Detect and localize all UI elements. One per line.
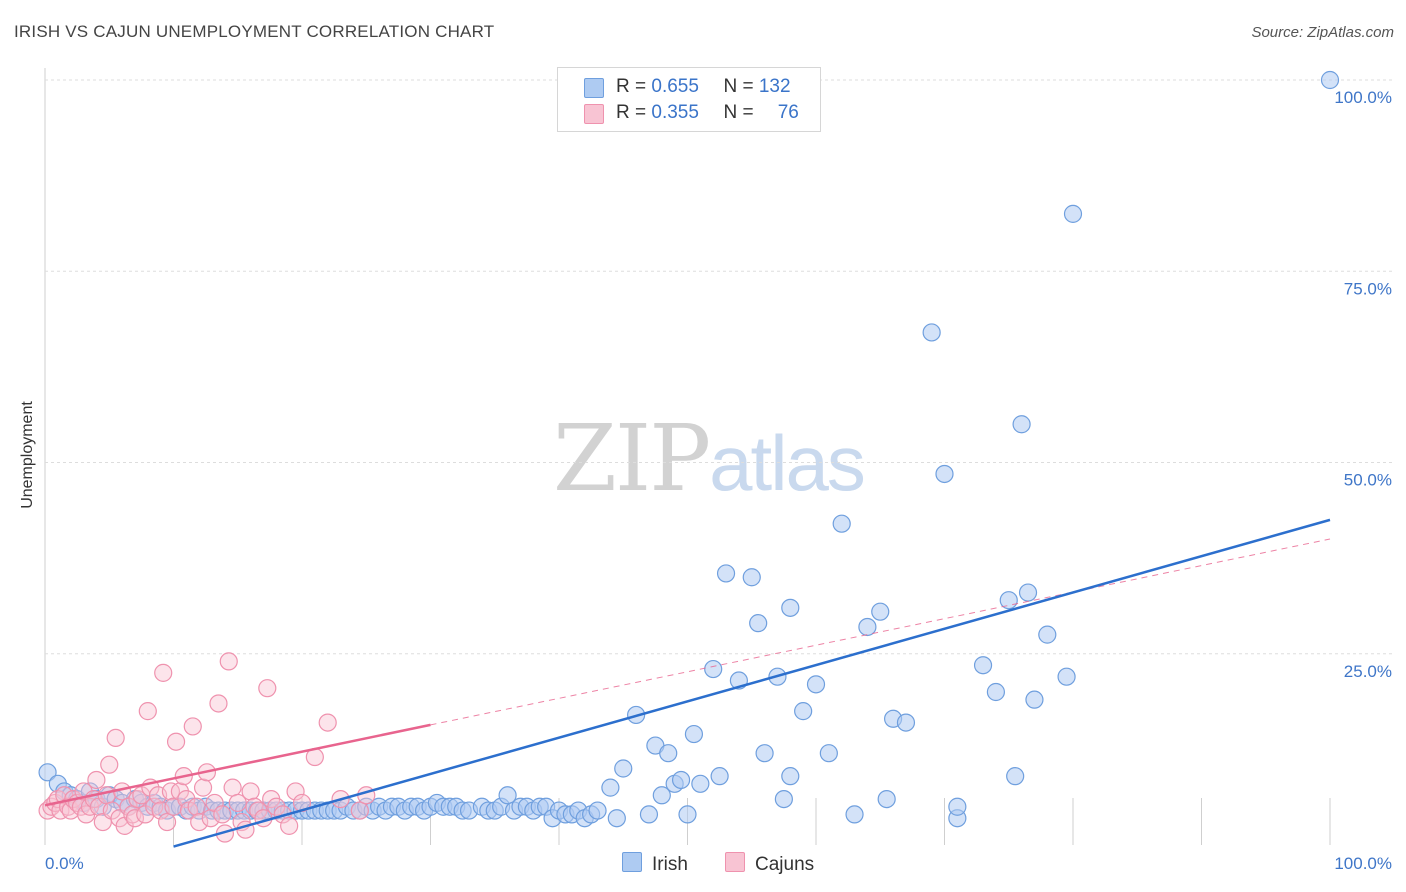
legend-r-irish: 0.655 [651, 76, 699, 97]
irish-point [781, 598, 800, 617]
cajun-point [100, 755, 119, 774]
source-note: Source: ZipAtlas.com [1251, 24, 1394, 41]
cajun-trend-extension [430, 538, 1331, 726]
y-tick-label: 50.0% [1344, 471, 1392, 490]
irish-point [871, 602, 890, 621]
cajun-point [138, 702, 157, 721]
cajun-point [157, 812, 177, 832]
irish-point [1320, 70, 1340, 90]
cajun-point [87, 770, 106, 790]
cajun-point [318, 713, 337, 732]
bottom-legend-label-cajuns: Cajuns [755, 854, 815, 875]
y-tick-label: 75.0% [1344, 279, 1392, 298]
cajun-point [97, 786, 116, 805]
irish-point [691, 774, 710, 793]
cajun-point [187, 797, 206, 816]
irish-point [684, 724, 704, 744]
cajun-point [201, 809, 220, 828]
irish-point [498, 786, 517, 805]
irish-trend-line [173, 518, 1331, 848]
irish-point [742, 568, 761, 587]
irish-point [1025, 690, 1044, 709]
cajun-point [219, 652, 238, 671]
irish-point [794, 702, 813, 721]
bottom-legend-label-irish: Irish [652, 854, 688, 875]
legend-r-cajuns: 0.355 [651, 102, 699, 123]
irish-point [716, 564, 736, 583]
irish-point [948, 797, 967, 816]
irish-point [845, 805, 864, 824]
cajun-trend-line [44, 723, 431, 807]
irish-point [935, 464, 954, 484]
irish-point [601, 778, 620, 797]
cajun-point [106, 728, 125, 748]
irish-point [858, 617, 877, 637]
irish-point [781, 767, 800, 786]
irish-point [614, 759, 633, 778]
irish-point [1038, 625, 1057, 644]
cajun-point [183, 717, 202, 736]
y-tick-label: 100.0% [1334, 88, 1392, 107]
irish-point [607, 809, 626, 828]
irish-point [38, 763, 57, 782]
cajun-point [177, 789, 196, 809]
bottom-legend-irish: Irish [622, 852, 688, 876]
irish-point [671, 770, 691, 790]
irish-point [659, 744, 678, 763]
cajun-point [258, 679, 277, 698]
irish-point [710, 767, 729, 786]
cajun-point [166, 732, 186, 751]
irish-point [832, 514, 851, 533]
cajun-point [213, 805, 232, 824]
cajun-point [154, 663, 173, 682]
correlation-legend: R = 0.655 N = 132 R = 0.355 N = 76 [557, 67, 821, 132]
irish-point [1063, 204, 1083, 223]
cajun-point [190, 812, 209, 832]
cajun-point [280, 816, 299, 835]
cajun-point [223, 778, 242, 797]
irish-point [1057, 667, 1076, 686]
irish-point [1018, 583, 1038, 602]
x-tick-label: 0.0% [45, 854, 84, 873]
chart-title: IRISH VS CAJUN UNEMPLOYMENT CORRELATION … [14, 22, 495, 41]
x-tick-label: 100.0% [1334, 854, 1392, 873]
irish-point [973, 656, 993, 675]
cajun-point [193, 778, 213, 797]
irish-point [704, 659, 723, 679]
irish-point [652, 786, 671, 805]
irish-point [986, 682, 1006, 702]
irish-point [774, 789, 793, 809]
bottom-legend-swatch-cajuns [725, 852, 745, 872]
irish-point [877, 789, 896, 809]
legend-text-cajuns: R = 0.355 N = 76 [616, 102, 799, 123]
legend-text-irish: R = 0.655 N = 132 [616, 76, 791, 97]
legend-swatch-cajuns [584, 104, 604, 124]
bottom-legend-swatch-irish [622, 852, 642, 872]
cajun-point [209, 694, 228, 713]
cajun-point [241, 782, 260, 801]
irish-point [1012, 415, 1031, 434]
irish-point [819, 744, 838, 763]
irish-point [588, 801, 607, 820]
y-tick-label: 25.0% [1344, 662, 1392, 681]
cajun-point [286, 782, 305, 801]
irish-point [806, 675, 826, 694]
irish-point [678, 805, 697, 824]
irish-point [1006, 767, 1025, 786]
irish-point [755, 744, 774, 763]
cajun-point [350, 801, 369, 820]
legend-n-irish: 132 [758, 76, 791, 97]
watermark-zip: ZIP [553, 405, 711, 512]
irish-point [896, 713, 916, 732]
irish-point [639, 805, 659, 824]
irish-point [922, 323, 941, 342]
legend-n-cajuns: 76 [777, 102, 799, 123]
irish-point [749, 614, 768, 633]
cajun-point [125, 809, 145, 828]
legend-swatch-irish [584, 78, 604, 98]
bottom-legend-cajuns: Cajuns [725, 852, 814, 876]
